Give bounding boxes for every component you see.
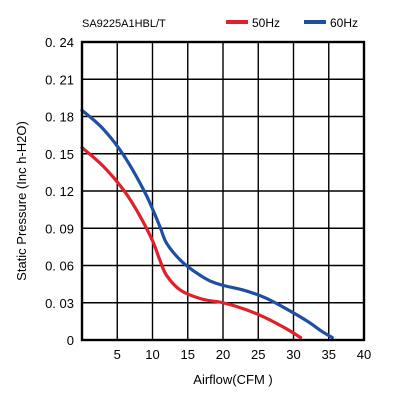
y-tick-label: 0. 21	[45, 72, 74, 87]
y-tick-label: 0. 03	[45, 296, 74, 311]
plot-frame	[80, 40, 366, 342]
legend-label-50hz: 50Hz	[252, 16, 280, 30]
x-tick-label: 25	[251, 347, 265, 362]
x-tick-label: 35	[322, 347, 336, 362]
x-tick-label: 20	[216, 347, 230, 362]
chart-title: SA9225A1HBL/T	[82, 18, 166, 30]
label-layer: 5 10 15 20 25 30 35 40 0 0. 03 0. 06 0. 09 0. 12 0. 1…	[14, 18, 371, 387]
y-tick-label: 0. 18	[45, 110, 74, 125]
series-layer	[80, 108, 334, 340]
axis-layer	[80, 40, 366, 342]
grid-layer	[82, 42, 364, 340]
y-tick-label: 0	[67, 333, 74, 348]
x-tick-label: 30	[286, 347, 300, 362]
series-line-50hz	[80, 145, 303, 340]
x-axis-title: Airflow(CFM )	[193, 372, 272, 387]
y-tick-label: 0. 09	[45, 221, 74, 236]
x-tick-label: 15	[181, 347, 195, 362]
legend-label-60hz: 60Hz	[330, 16, 358, 30]
x-tick-label: 10	[145, 347, 159, 362]
x-tick-label: 40	[357, 347, 371, 362]
series-line-60hz	[80, 108, 334, 340]
y-tick-label: 0. 12	[45, 184, 74, 199]
y-tick-label: 0. 06	[45, 259, 74, 274]
x-tick-label: 5	[114, 347, 121, 362]
y-tick-label: 0. 15	[45, 147, 74, 162]
y-axis-title: Static Pressure (Inc h-H2O)	[14, 121, 29, 281]
y-tick-label: 0. 24	[45, 35, 74, 50]
legend-layer: 50Hz 60Hz	[226, 16, 358, 30]
